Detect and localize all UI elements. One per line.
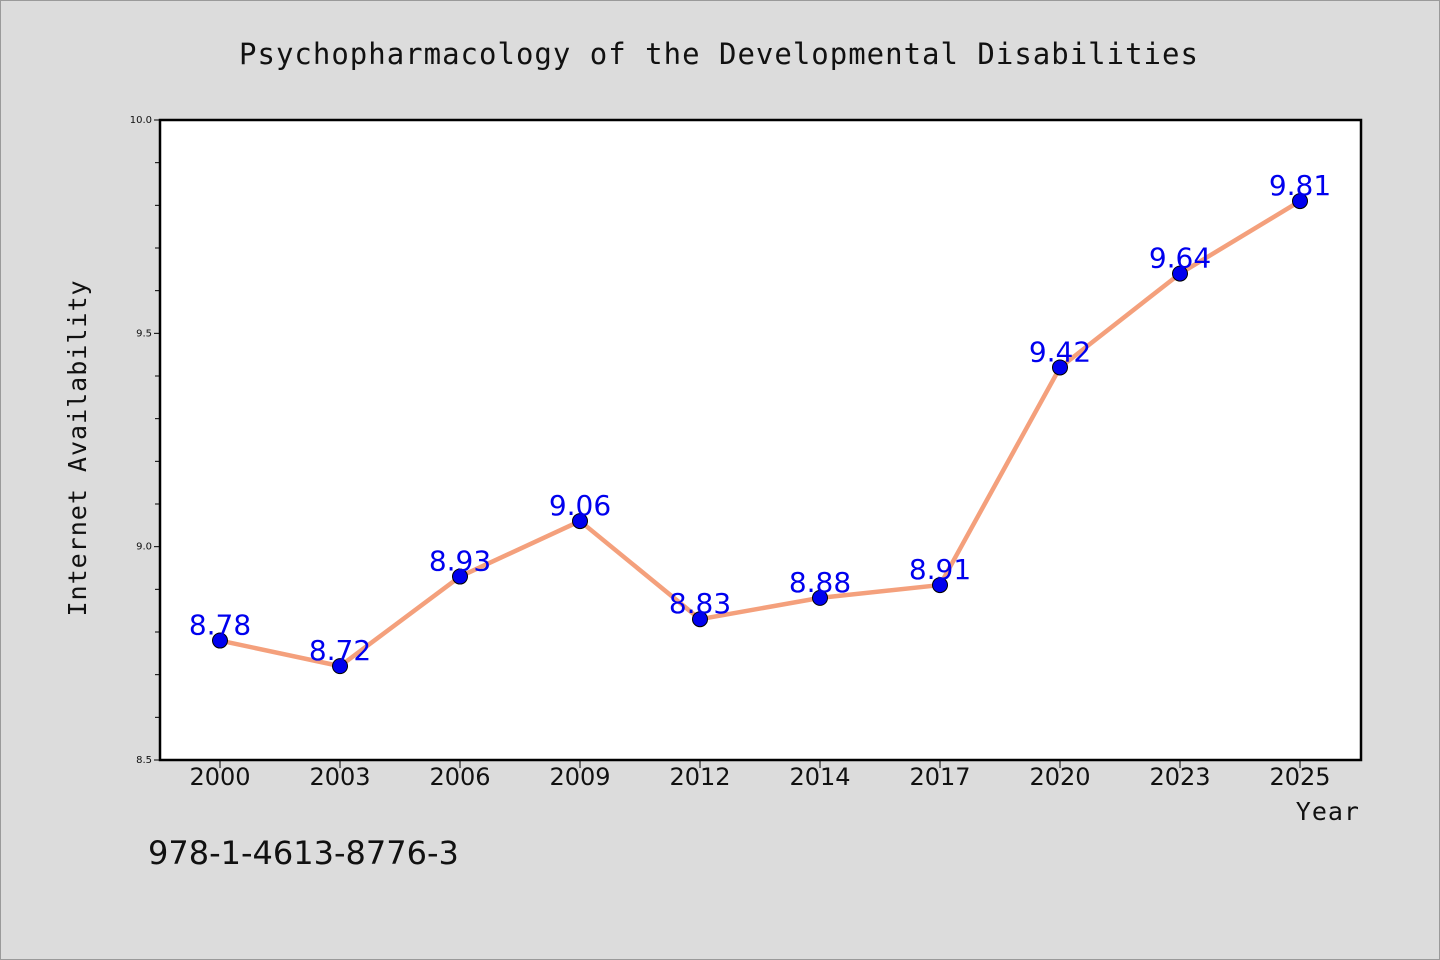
isbn-annotation: 978-1-4613-8776-3 bbox=[148, 834, 459, 872]
y-tick-label: 9.0 bbox=[136, 542, 152, 553]
x-tick-label: 2017 bbox=[909, 763, 970, 791]
x-tick-label: 2006 bbox=[429, 763, 490, 791]
data-point bbox=[692, 611, 708, 628]
x-tick-label: 2023 bbox=[1149, 763, 1210, 791]
x-axis: 2000 2003 2006 2009 2012 2014 2017 2020 2023 2025 bbox=[189, 760, 1331, 791]
data-label: 9.81 bbox=[1269, 169, 1331, 202]
data-label: 8.93 bbox=[429, 545, 491, 578]
data-point bbox=[812, 589, 828, 606]
x-tick-label: 2025 bbox=[1269, 763, 1330, 791]
y-tick-label: 10.0 bbox=[130, 115, 152, 126]
y-axis: 8.5 9.0 9.5 10.0 bbox=[130, 115, 160, 766]
data-label: 9.06 bbox=[549, 489, 611, 522]
data-point bbox=[1172, 265, 1188, 282]
chart-title: Psychopharmacology of the Developmental … bbox=[239, 37, 1199, 71]
data-label: 8.91 bbox=[909, 553, 971, 586]
data-point bbox=[452, 568, 468, 585]
data-label: 8.72 bbox=[309, 634, 371, 667]
y-axis-label: Internet Availability bbox=[63, 279, 92, 616]
data-label-group: 8.78 8.72 8.93 9.06 8.83 8.88 8.91 9.42 9.64 9.81 bbox=[189, 169, 1331, 667]
x-tick-label: 2014 bbox=[789, 763, 850, 791]
data-label: 9.64 bbox=[1149, 242, 1211, 275]
y-tick-label: 9.5 bbox=[136, 328, 152, 339]
x-tick-label: 2000 bbox=[189, 763, 250, 791]
x-tick-label: 2012 bbox=[669, 763, 730, 791]
data-point bbox=[212, 632, 228, 649]
data-label: 8.83 bbox=[669, 587, 731, 620]
x-tick-label: 2020 bbox=[1029, 763, 1090, 791]
x-tick-label: 2003 bbox=[309, 763, 370, 791]
data-label: 8.78 bbox=[189, 609, 251, 642]
y-tick-label: 8.5 bbox=[136, 755, 152, 766]
data-label: 8.88 bbox=[789, 566, 851, 599]
marker-group bbox=[212, 193, 1308, 675]
x-tick-label: 2009 bbox=[549, 763, 610, 791]
series-line-group bbox=[217, 198, 1303, 669]
data-point bbox=[932, 577, 948, 594]
data-point bbox=[1292, 193, 1308, 210]
data-point bbox=[332, 658, 348, 675]
data-point bbox=[1052, 359, 1068, 376]
x-axis-label: Year bbox=[1296, 797, 1360, 826]
series-line bbox=[217, 198, 1303, 669]
data-point bbox=[572, 513, 588, 530]
data-label: 9.42 bbox=[1029, 335, 1091, 368]
